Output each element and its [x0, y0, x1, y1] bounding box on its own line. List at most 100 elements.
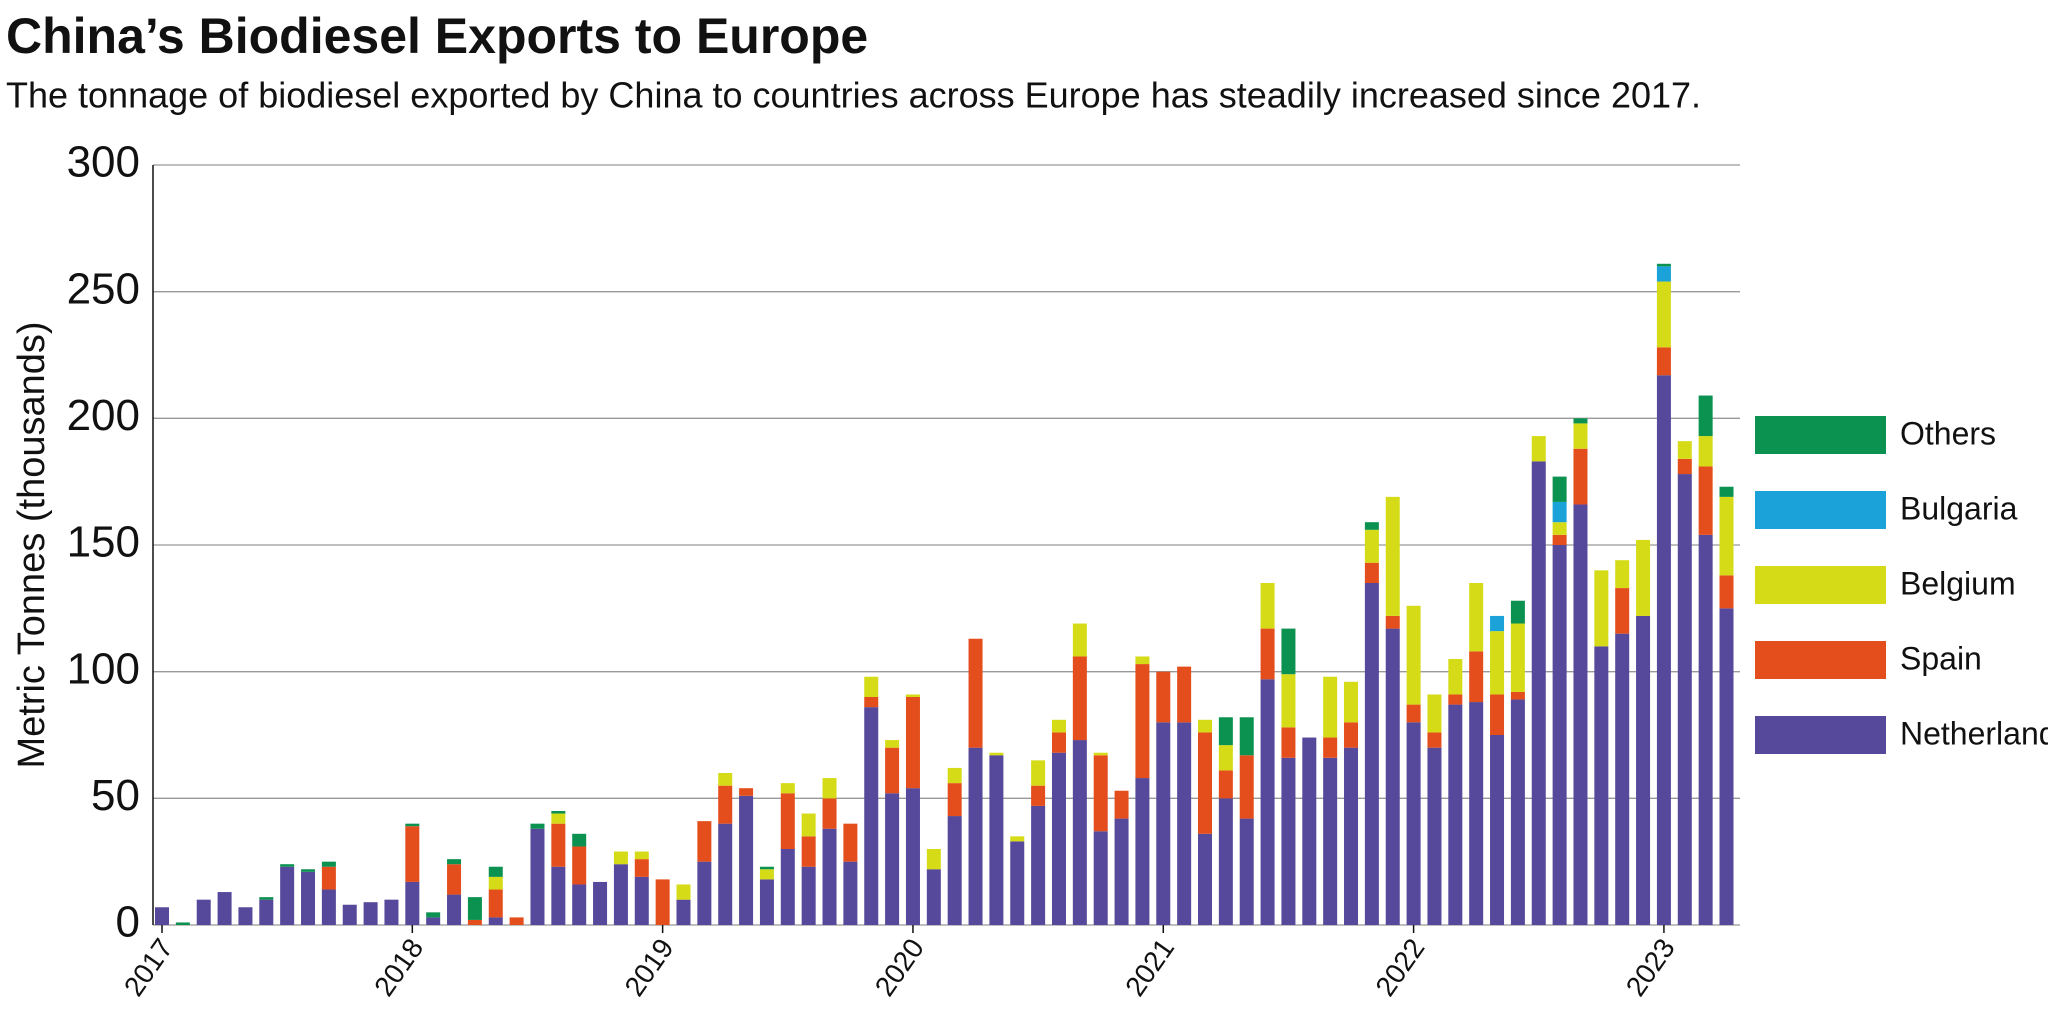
bar-segment [801, 813, 816, 837]
bar-segment [1385, 496, 1400, 616]
bar-segment [551, 866, 566, 925]
bar-segment [1302, 737, 1317, 925]
bar-segment [1636, 615, 1651, 925]
legend-label: Bulgaria [1900, 490, 2018, 526]
bar-segment [1323, 676, 1338, 738]
bar-segment [947, 767, 962, 784]
bar-segment [1364, 562, 1379, 583]
bar-segment [1364, 529, 1379, 563]
bar-segment [1093, 755, 1108, 832]
bar-segment [1615, 633, 1630, 925]
bar-segment [1239, 818, 1254, 925]
bar-segment [1719, 608, 1734, 925]
bar-segment [1615, 588, 1630, 634]
bar-segment [1406, 605, 1421, 705]
bar-segment [1344, 681, 1359, 723]
bar-segment [1698, 534, 1713, 925]
bar-segment [676, 884, 691, 900]
bar-segment [467, 919, 482, 925]
legend-label: Belgium [1900, 565, 2016, 601]
bar-segment [1135, 778, 1150, 925]
bar-segment [175, 922, 190, 925]
bar-segment [864, 697, 879, 708]
bar-segment [217, 892, 232, 925]
bar-segment [1239, 755, 1254, 819]
x-tick-label: 2023 [1620, 933, 1681, 1002]
bar-segment [405, 823, 420, 827]
x-tick-label: 2019 [618, 933, 679, 1002]
bar-segment [509, 917, 524, 925]
bar-segment [1656, 263, 1671, 267]
bar-segment [718, 823, 733, 925]
bar-segment [321, 889, 336, 925]
bar-segment [1177, 666, 1192, 723]
bar-segment [1281, 674, 1296, 728]
bar-segment [1093, 752, 1108, 756]
bar-segment [1072, 656, 1087, 741]
bar-segment [1051, 732, 1066, 753]
bar-segment [1552, 476, 1567, 502]
bar-segment [1656, 375, 1671, 925]
bar-segment [905, 788, 920, 925]
legend-swatch [1755, 491, 1886, 529]
bar-segment [1177, 722, 1192, 925]
bar-segment [759, 879, 774, 925]
bar-segment [572, 884, 587, 925]
bar-segment [1385, 628, 1400, 925]
y-tick-label: 50 [91, 771, 140, 820]
bar-segment [1406, 722, 1421, 925]
bar-segment [759, 869, 774, 880]
bar-segment [1573, 504, 1588, 925]
bar-segment [759, 866, 774, 870]
bar-segment [1698, 436, 1713, 467]
bar-segment [1010, 836, 1025, 842]
bar-segment [280, 864, 295, 867]
bar-segment [1427, 747, 1442, 925]
bar-segment [1531, 461, 1546, 925]
bar-segment [780, 849, 795, 925]
bar-segment [321, 866, 336, 890]
bar-segment [1573, 418, 1588, 424]
bar-segment [1469, 651, 1484, 703]
bar-segment [1490, 631, 1505, 695]
bar-segment [1490, 735, 1505, 925]
legend-swatch [1755, 641, 1886, 679]
legend-label: Spain [1900, 640, 1982, 676]
legend-label: Netherlands [1900, 715, 2048, 751]
bar-segment [572, 833, 587, 847]
bar-segment [1051, 719, 1066, 733]
bar-segment [947, 816, 962, 925]
bar-segment [1260, 679, 1275, 925]
bar-segment [843, 823, 858, 862]
bar-segment [780, 783, 795, 794]
bar-segment [926, 849, 941, 870]
bar-segment [1218, 770, 1233, 799]
bar-segment [426, 912, 441, 918]
bar-segment [697, 821, 712, 862]
bar-segment [1490, 615, 1505, 632]
bar-segment [843, 861, 858, 925]
legend-swatch [1755, 566, 1886, 604]
bar-segment [1218, 745, 1233, 771]
bar-segment [1719, 486, 1734, 497]
bar-segment [718, 773, 733, 786]
x-tick-label: 2021 [1119, 933, 1180, 1002]
bar-segment [968, 638, 983, 748]
bar-segment [1093, 831, 1108, 925]
bar-segment [864, 707, 879, 925]
bar-segment [1239, 717, 1254, 756]
bar-segment [1698, 395, 1713, 437]
bar-segment [488, 866, 503, 877]
bar-segment [259, 897, 274, 900]
bar-segment [1281, 727, 1296, 758]
bar-segment [259, 899, 274, 925]
y-tick-label: 0 [116, 898, 140, 947]
bar-segment [1490, 694, 1505, 735]
bar-segment [1719, 575, 1734, 609]
y-axis-label: Metric Tonnes (thousands) [11, 321, 53, 768]
bar-segment [1323, 757, 1338, 925]
bar-segment [1448, 694, 1463, 705]
bar-segment [885, 747, 900, 794]
legend-label: Others [1900, 415, 1996, 451]
bar-segment [1677, 474, 1692, 925]
